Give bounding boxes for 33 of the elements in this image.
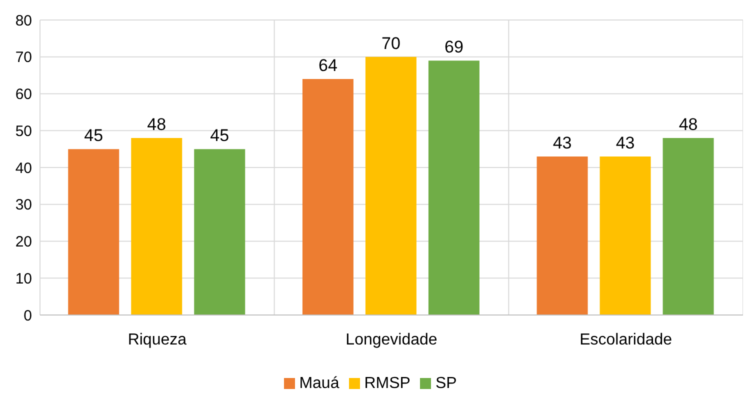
data-label: 48 [147, 115, 166, 134]
data-label: 45 [84, 126, 104, 146]
data-label: 70 [381, 34, 400, 53]
bar [131, 138, 182, 315]
x-tick-label: Riqueza [128, 331, 187, 348]
bar [302, 79, 354, 315]
y-tick-label: 60 [15, 86, 32, 104]
data-label: 69 [444, 38, 464, 57]
data-label: 45 [210, 126, 230, 146]
bar [600, 156, 651, 315]
y-tick-label: 10 [15, 270, 32, 288]
data-label: 64 [318, 56, 338, 75]
bar [662, 138, 714, 315]
bar [194, 149, 246, 315]
bar [365, 56, 416, 315]
y-tick-label: 70 [15, 49, 32, 66]
y-tick-label: 20 [15, 234, 32, 251]
y-tick-label: 50 [15, 122, 32, 140]
data-label: 48 [678, 115, 698, 134]
legend-label: SP [435, 375, 457, 392]
data-label: 43 [616, 133, 635, 152]
y-tick-label: 40 [15, 160, 32, 177]
y-tick-label: 30 [15, 196, 32, 214]
x-tick-label: Escolaridade [580, 331, 672, 348]
bar [536, 156, 588, 315]
legend-label: RMSP [364, 375, 410, 392]
bar [68, 149, 120, 315]
x-tick-label: Longevidade [346, 331, 438, 348]
data-label: 43 [552, 133, 572, 152]
y-tick-label: 80 [15, 12, 32, 30]
y-tick-label: 0 [24, 307, 32, 324]
bar [428, 60, 480, 315]
legend-label: Mauá [299, 375, 340, 392]
